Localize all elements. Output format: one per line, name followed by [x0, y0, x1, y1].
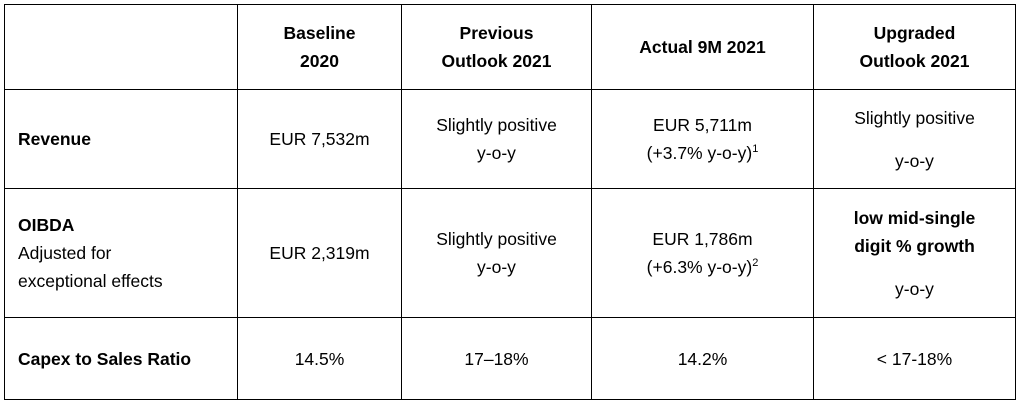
oibda-upgraded-outlook-value: low mid-single digit % growth y-o-y [813, 188, 1016, 318]
oibda-previous-outlook-value: Slightly positive y-o-y [401, 188, 592, 318]
revenue-upgraded-line2: y-o-y [895, 150, 934, 171]
capex-upgraded-outlook-value: < 17-18% [813, 317, 1016, 400]
oibda-actual-yoy: (+6.3% y-o-y) [646, 257, 753, 277]
capex-previous-outlook-value: 17–18% [401, 317, 592, 400]
header-empty-cell [4, 4, 238, 90]
table-row-revenue: Revenue EUR 7,532m Slightly positive y-o… [4, 89, 1016, 189]
capex-baseline-value: 14.5% [237, 317, 402, 400]
oibda-actual-amount: EUR 1,786m [652, 229, 753, 249]
header-actual-9m-2021: Actual 9M 2021 [591, 4, 814, 90]
revenue-baseline-value: EUR 7,532m [237, 89, 402, 189]
oibda-baseline-value: EUR 2,319m [237, 188, 402, 318]
revenue-previous-outlook-value: Slightly positive y-o-y [401, 89, 592, 189]
oibda-label-subtitle: Adjusted for exceptional effects [18, 243, 163, 291]
revenue-actual-yoy: (+3.7% y-o-y) [646, 143, 753, 163]
header-previous-outlook-2021: Previous Outlook 2021 [401, 4, 592, 90]
revenue-footnote-marker: 1 [752, 143, 759, 156]
oibda-upgraded-growth: low mid-single digit % growth [853, 207, 976, 256]
oibda-footnote-marker: 2 [752, 257, 759, 270]
oibda-actual-value: EUR 1,786m (+6.3% y-o-y)2 [591, 188, 814, 318]
capex-row-label: Capex to Sales Ratio [4, 317, 238, 400]
revenue-actual-value: EUR 5,711m (+3.7% y-o-y)1 [591, 89, 814, 189]
table-header-row: Baseline 2020 Previous Outlook 2021 Actu… [4, 4, 1016, 90]
header-baseline-2020: Baseline 2020 [237, 4, 402, 90]
revenue-upgraded-line1: Slightly positive [854, 107, 975, 128]
revenue-row-label: Revenue [4, 89, 238, 189]
oibda-upgraded-yoy: y-o-y [895, 278, 934, 299]
capex-actual-value: 14.2% [591, 317, 814, 400]
table-row-capex: Capex to Sales Ratio 14.5% 17–18% 14.2% … [4, 317, 1016, 400]
revenue-upgraded-outlook-value: Slightly positive y-o-y [813, 89, 1016, 189]
header-upgraded-outlook-2021: Upgraded Outlook 2021 [813, 4, 1016, 90]
oibda-label-title: OIBDA [18, 215, 75, 235]
oibda-row-label: OIBDA Adjusted for exceptional effects [4, 188, 238, 318]
table-row-oibda: OIBDA Adjusted for exceptional effects E… [4, 188, 1016, 318]
revenue-actual-amount: EUR 5,711m [653, 115, 752, 135]
financial-outlook-table: Baseline 2020 Previous Outlook 2021 Actu… [4, 4, 1016, 400]
